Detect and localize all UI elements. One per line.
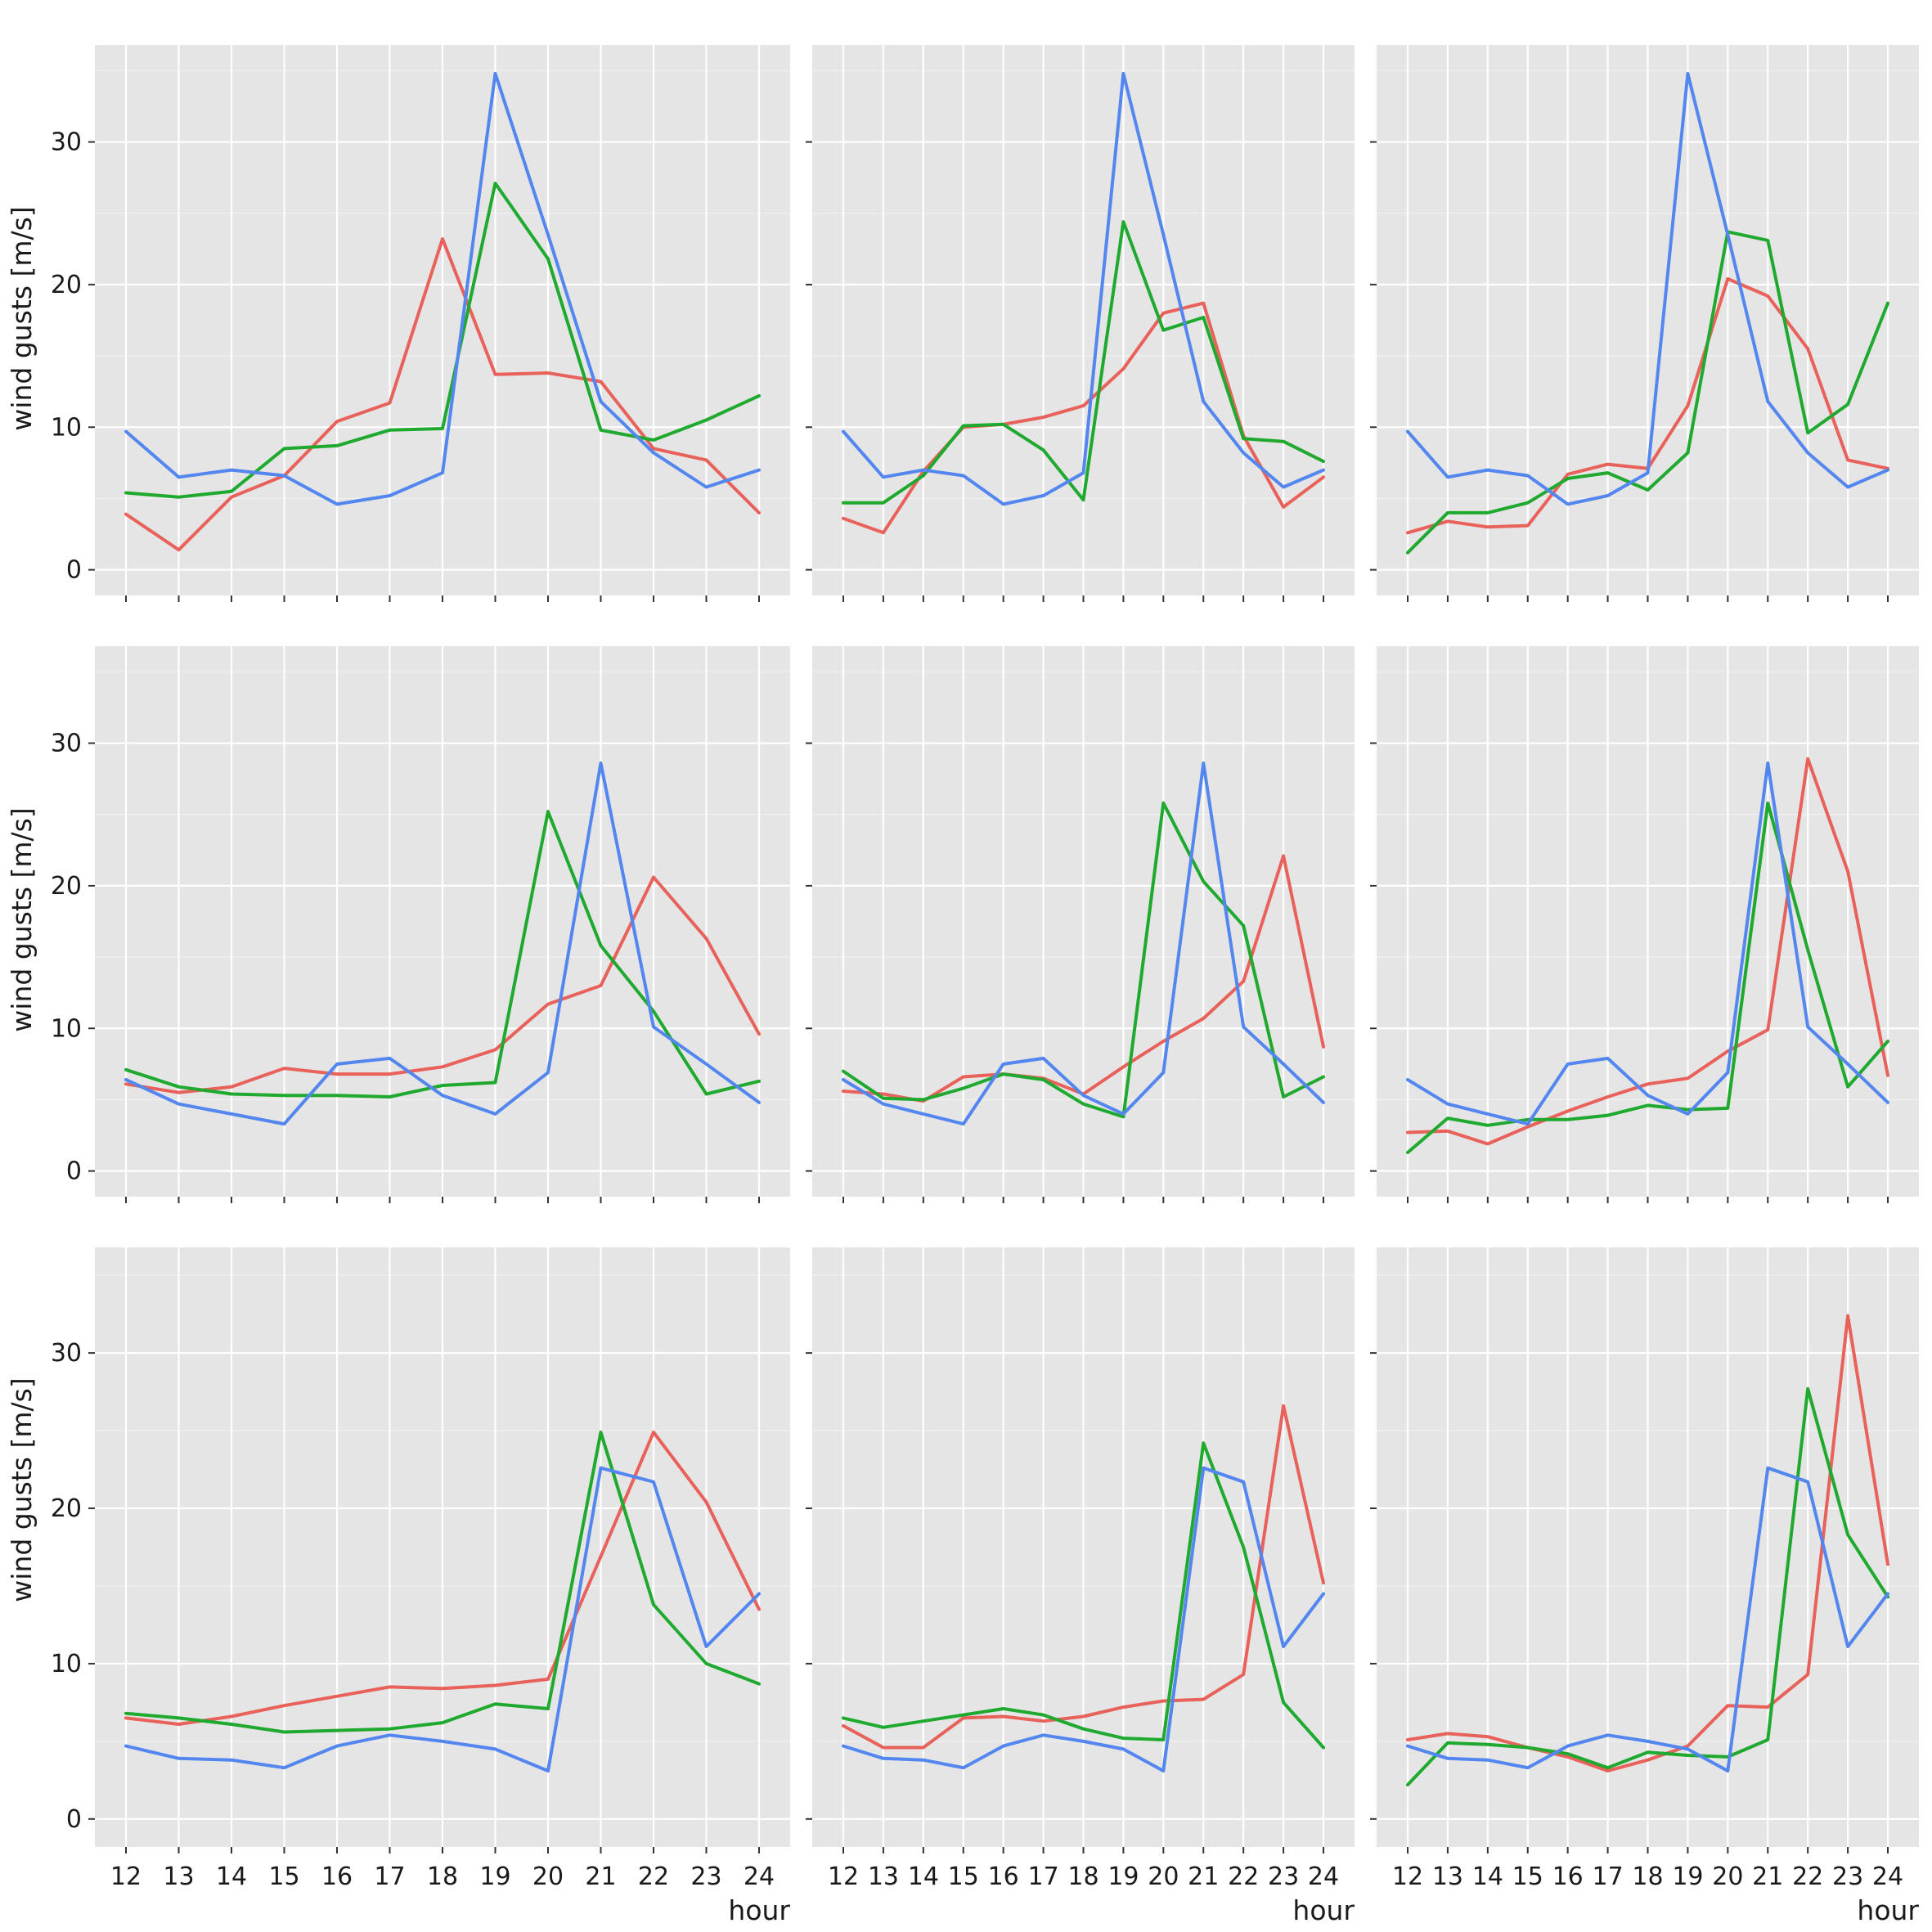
series-line-red <box>842 1404 1325 1750</box>
x-tick-label: 17 <box>374 1862 405 1891</box>
y-tick-label: 0 <box>66 1157 82 1186</box>
series-line-green <box>842 801 1325 1119</box>
y-axis-title: wind gusts [m/s] <box>6 807 38 1031</box>
x-tick-label: 21 <box>1752 1862 1783 1891</box>
x-tick-label: 21 <box>1188 1862 1219 1891</box>
y-axis-title: wind gusts [m/s] <box>6 206 38 430</box>
x-tick-label: 14 <box>908 1862 939 1891</box>
x-tick-label: 17 <box>1592 1862 1623 1891</box>
x-axis-title: hour <box>728 1894 790 1926</box>
y-axis-title: wind gusts [m/s] <box>6 1377 38 1602</box>
series-line-red <box>124 237 761 552</box>
y-tick-label: 0 <box>66 556 82 585</box>
x-tick-label: 15 <box>268 1862 299 1891</box>
x-tick-label: 13 <box>1432 1862 1463 1891</box>
x-tick-label: 19 <box>479 1862 510 1891</box>
panel-1: 0 10 20 30 wind gusts [m/s] <box>6 45 790 602</box>
x-tick-label: 19 <box>1672 1862 1703 1891</box>
series-line-green <box>1406 801 1889 1154</box>
x-tick-label: 18 <box>1632 1862 1663 1891</box>
y-tick-label: 10 <box>51 1014 82 1043</box>
x-tick-label: 20 <box>532 1862 564 1891</box>
y-tick-label: 30 <box>51 128 82 157</box>
panel-2 <box>806 45 1355 602</box>
y-tick-label: 0 <box>66 1805 82 1834</box>
series-line-blue <box>124 71 761 506</box>
series-line-green <box>842 220 1325 505</box>
x-tick-label: 15 <box>948 1862 979 1891</box>
y-tick-label: 10 <box>51 413 82 442</box>
x-tick-label: 14 <box>1472 1862 1503 1891</box>
y-tick-label: 20 <box>51 271 82 299</box>
x-tick-label: 12 <box>828 1862 859 1891</box>
x-tick-label: 16 <box>321 1862 353 1891</box>
x-tick-label: 20 <box>1148 1862 1179 1891</box>
x-tick-label: 16 <box>1552 1862 1584 1891</box>
y-tick-label: 20 <box>51 872 82 901</box>
x-tick-label: 21 <box>585 1862 616 1891</box>
x-tick-label: 20 <box>1712 1862 1743 1891</box>
x-tick-label: 24 <box>1872 1862 1903 1891</box>
panel-5 <box>806 646 1355 1203</box>
x-tick-label: 13 <box>868 1862 899 1891</box>
series-line-blue <box>842 762 1325 1126</box>
x-tick-label: 24 <box>744 1862 775 1891</box>
series-line-green <box>124 182 761 499</box>
panel-8: 12 13 14 15 16 17 18 19 20 21 22 23 24 hour <box>806 1247 1355 1926</box>
x-tick-label: 14 <box>216 1862 247 1891</box>
x-tick-label: 17 <box>1027 1862 1058 1891</box>
x-tick-label: 12 <box>110 1862 142 1891</box>
panel-6 <box>1370 646 1919 1203</box>
panel-4: 0 10 20 30 wind gusts [m/s] <box>6 646 790 1203</box>
y-tick-label: 20 <box>51 1494 82 1523</box>
series-line-green <box>124 810 761 1099</box>
panel-3 <box>1370 45 1919 602</box>
y-tick-label: 10 <box>51 1650 82 1678</box>
series-line-blue <box>124 1466 761 1772</box>
x-tick-label: 23 <box>1268 1862 1299 1891</box>
y-tick-label: 30 <box>51 730 82 758</box>
x-tick-label: 22 <box>638 1862 669 1891</box>
panel-9: 12 13 14 15 16 17 18 19 20 21 22 23 24 hour <box>1370 1247 1919 1926</box>
x-tick-label: 18 <box>1067 1862 1099 1891</box>
x-tick-label: 24 <box>1308 1862 1339 1891</box>
series-line-green <box>1406 1386 1889 1786</box>
series-line-blue <box>1406 762 1889 1126</box>
x-axis-title: hour <box>1292 1894 1355 1926</box>
series-line-red <box>124 1431 761 1726</box>
series-line-blue <box>842 1466 1325 1772</box>
series-line-red <box>1406 757 1889 1146</box>
series-line-green <box>124 1431 761 1734</box>
x-tick-label: 16 <box>988 1862 1019 1891</box>
series-line-blue <box>1406 71 1889 506</box>
x-tick-label: 13 <box>163 1862 194 1891</box>
x-tick-label: 23 <box>1832 1862 1863 1891</box>
x-tick-label: 23 <box>690 1862 721 1891</box>
series-line-red <box>124 875 761 1094</box>
y-tick-label: 30 <box>51 1339 82 1368</box>
x-axis-title: hour <box>1857 1894 1919 1926</box>
series-line-blue <box>1406 1466 1889 1772</box>
series-line-green <box>842 1441 1325 1750</box>
series-line-blue <box>842 71 1325 506</box>
series-line-green <box>1406 230 1889 555</box>
x-tick-label: 19 <box>1108 1862 1139 1891</box>
x-tick-label: 22 <box>1792 1862 1823 1891</box>
x-tick-label: 12 <box>1392 1862 1423 1891</box>
series-line-blue <box>124 762 761 1126</box>
x-tick-label: 18 <box>427 1862 458 1891</box>
panel-7: 0 10 20 30 12 13 14 15 16 17 18 19 20 21 22 23 24 hour win… <box>6 1247 790 1926</box>
x-tick-label: 15 <box>1512 1862 1543 1891</box>
x-tick-label: 22 <box>1228 1862 1259 1891</box>
series-line-red <box>1406 1314 1889 1772</box>
